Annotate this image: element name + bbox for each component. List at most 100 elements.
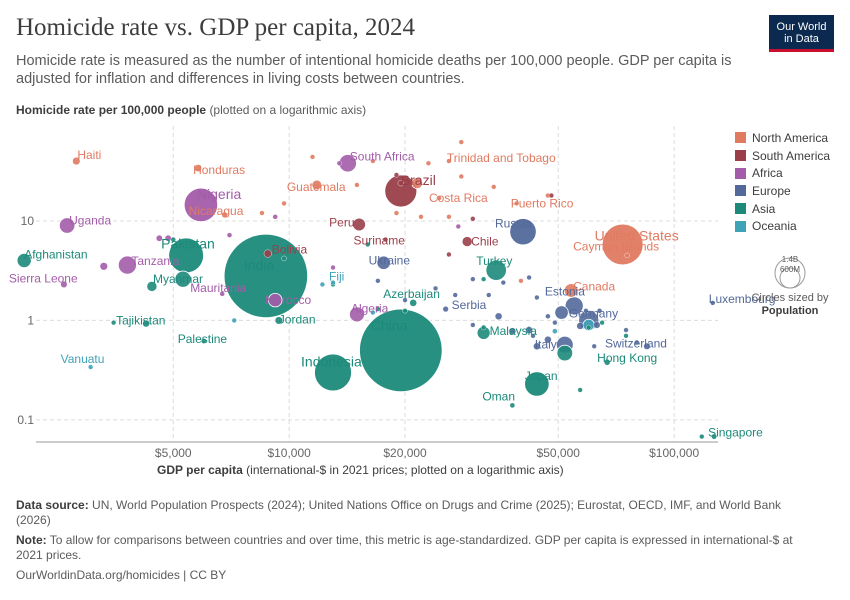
legend-item[interactable]: Europe: [735, 182, 830, 200]
data-point[interactable]: [442, 306, 449, 313]
region-legend[interactable]: North America South America Africa Europe As…: [735, 129, 830, 235]
data-point[interactable]: [375, 306, 381, 312]
data-point[interactable]: [365, 241, 371, 248]
data-point[interactable]: [393, 172, 400, 178]
data-point[interactable]: [174, 270, 192, 288]
data-point[interactable]: [509, 218, 537, 246]
data-point[interactable]: [183, 187, 219, 223]
data-point[interactable]: [397, 180, 404, 187]
data-point[interactable]: [58, 217, 76, 234]
data-point[interactable]: [319, 281, 326, 288]
data-point[interactable]: [16, 253, 32, 269]
data-point[interactable]: [623, 333, 629, 339]
data-point[interactable]: [486, 292, 492, 298]
data-point[interactable]: [446, 214, 452, 220]
data-point[interactable]: [470, 276, 476, 282]
data-point[interactable]: [201, 338, 207, 344]
data-point[interactable]: [382, 236, 389, 243]
data-point[interactable]: [508, 327, 517, 335]
data-point[interactable]: [425, 160, 432, 166]
data-point[interactable]: [556, 344, 574, 362]
data-point[interactable]: [226, 232, 233, 238]
data-point[interactable]: [624, 252, 630, 259]
data-point[interactable]: [221, 211, 228, 219]
data-point[interactable]: [634, 339, 640, 346]
data-point[interactable]: [263, 249, 272, 258]
source-url[interactable]: OurWorldinData.org/homicides | CC BY: [16, 568, 227, 582]
data-point[interactable]: [514, 200, 520, 207]
data-point[interactable]: [281, 200, 287, 207]
data-point[interactable]: [231, 317, 237, 324]
data-point[interactable]: [591, 343, 597, 349]
data-point[interactable]: [518, 278, 524, 284]
owid-logo[interactable]: Our World in Data: [769, 15, 834, 52]
data-point[interactable]: [446, 251, 452, 258]
data-point[interactable]: [494, 312, 503, 320]
data-point[interactable]: [599, 320, 605, 326]
data-point[interactable]: [601, 223, 644, 266]
data-point[interactable]: [156, 234, 163, 242]
data-point[interactable]: [534, 294, 540, 301]
data-point[interactable]: [268, 292, 283, 308]
data-point[interactable]: [455, 223, 461, 230]
data-point[interactable]: [219, 291, 225, 297]
data-point[interactable]: [491, 184, 497, 190]
legend-item[interactable]: Oceania: [735, 217, 830, 235]
data-point[interactable]: [481, 276, 487, 282]
data-point[interactable]: [563, 283, 579, 298]
data-point[interactable]: [376, 255, 391, 270]
data-point[interactable]: [552, 328, 558, 334]
legend-item[interactable]: Africa: [735, 164, 830, 182]
data-point[interactable]: [500, 280, 506, 286]
data-point[interactable]: [530, 333, 536, 339]
data-point[interactable]: [480, 324, 487, 331]
data-point[interactable]: [370, 158, 376, 164]
data-point[interactable]: [533, 342, 541, 350]
data-point[interactable]: [699, 433, 705, 440]
data-point[interactable]: [485, 259, 507, 281]
data-point[interactable]: [554, 305, 569, 320]
data-point[interactable]: [458, 139, 464, 145]
data-point[interactable]: [524, 371, 550, 397]
data-point[interactable]: [552, 320, 558, 326]
data-point[interactable]: [452, 292, 458, 298]
data-point[interactable]: [577, 387, 583, 393]
data-point[interactable]: [593, 321, 601, 329]
data-point[interactable]: [274, 316, 283, 325]
data-point[interactable]: [170, 236, 176, 243]
data-point[interactable]: [576, 322, 584, 330]
data-point[interactable]: [359, 308, 443, 393]
data-point[interactable]: [509, 402, 516, 409]
data-point[interactable]: [596, 308, 603, 314]
data-point[interactable]: [548, 192, 555, 199]
data-point[interactable]: [272, 214, 278, 220]
data-point[interactable]: [194, 164, 202, 172]
data-point[interactable]: [525, 326, 533, 334]
data-point[interactable]: [545, 313, 551, 319]
data-point[interactable]: [462, 236, 473, 247]
data-point[interactable]: [60, 281, 68, 288]
data-point[interactable]: [643, 342, 651, 350]
data-point[interactable]: [72, 157, 81, 166]
data-point[interactable]: [336, 160, 342, 166]
data-point[interactable]: [411, 177, 424, 190]
data-point[interactable]: [375, 278, 381, 284]
data-point[interactable]: [146, 281, 158, 292]
data-point[interactable]: [393, 210, 400, 216]
data-point[interactable]: [623, 327, 629, 333]
data-point[interactable]: [470, 322, 476, 328]
data-point[interactable]: [349, 306, 365, 323]
data-point[interactable]: [418, 214, 424, 220]
data-point[interactable]: [354, 182, 360, 188]
data-point[interactable]: [432, 285, 439, 291]
data-point[interactable]: [99, 262, 108, 271]
data-point[interactable]: [117, 255, 137, 275]
data-point[interactable]: [458, 173, 464, 180]
data-point[interactable]: [223, 233, 309, 319]
data-point[interactable]: [470, 216, 476, 222]
data-point[interactable]: [311, 180, 322, 190]
data-point[interactable]: [603, 359, 611, 366]
data-point[interactable]: [330, 280, 336, 286]
data-point[interactable]: [402, 297, 408, 303]
